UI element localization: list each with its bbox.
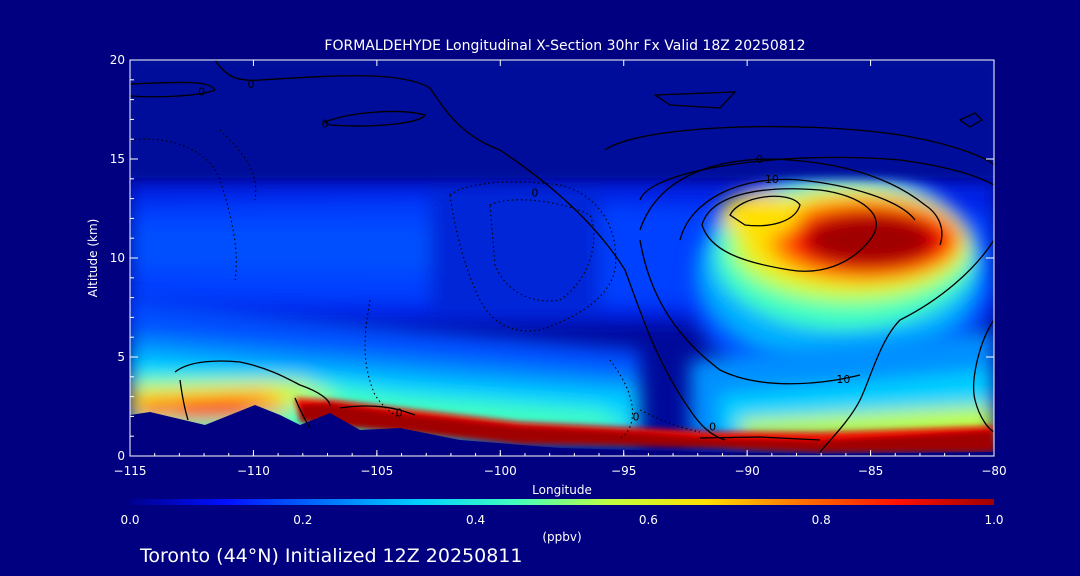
contour-label: 10 [836,373,850,386]
colorbar-tick-label: 0.6 [639,513,658,527]
colorbar: 0.0 0.2 0.4 0.6 0.8 1.0 (ppbv) [120,499,1004,544]
contour-label: 0 [633,410,640,423]
x-tick-label: −85 [858,464,883,478]
x-tick-label: −105 [360,464,393,478]
contour-lines-solid [130,60,994,453]
y-tick-label: 15 [110,152,125,166]
colorbar-label: (ppbv) [542,530,581,544]
y-tick-label: 0 [117,449,125,463]
colorbar-tick-label: 0.0 [120,513,139,527]
contour-label: 0 [396,406,403,419]
x-tick-label: −80 [981,464,1006,478]
x-axis: −115 −110 −105 −100 −95 −90 −85 −80 [114,60,1007,478]
chart-title: FORMALDEHYDE Longitudinal X-Section 30hr… [324,38,805,54]
y-tick-label: 5 [117,350,125,364]
terrain [130,405,994,456]
footer-caption: Toronto (44°N) Initialized 12Z 20250811 [139,545,523,567]
x-tick-label: −95 [611,464,636,478]
stratosphere-field [130,60,994,178]
contour-label: 0 [756,153,763,166]
colorbar-bar [130,499,994,505]
x-axis-label: Longitude [532,483,592,497]
colorbar-tick-label: 0.2 [293,513,312,527]
contour-label: 0 [531,187,538,200]
contour-label: 0 [709,420,716,433]
colorbar-tick-label: 1.0 [984,513,1003,527]
x-tick-label: −110 [237,464,270,478]
contour-label: 0 [198,86,205,99]
contour-label: 0 [247,78,254,91]
x-tick-label: −100 [484,464,517,478]
x-tick-label: −115 [114,464,147,478]
contour-lines-dotted [130,129,701,439]
y-axis-label: Altitude (km) [86,219,100,298]
x-tick-label: −90 [734,464,759,478]
y-tick-label: 20 [110,53,125,67]
colorbar-tick-label: 0.8 [812,513,831,527]
colorbar-tick-label: 0.4 [466,513,485,527]
contour-label: 10 [765,173,779,186]
contour-label: 0 [322,117,329,130]
y-tick-label: 10 [110,251,125,265]
y-axis: 0 5 10 15 20 [110,53,994,463]
concentration-field-boundary [295,398,994,452]
colorbar-ticks: 0.0 0.2 0.4 0.6 0.8 1.0 [120,513,1003,527]
